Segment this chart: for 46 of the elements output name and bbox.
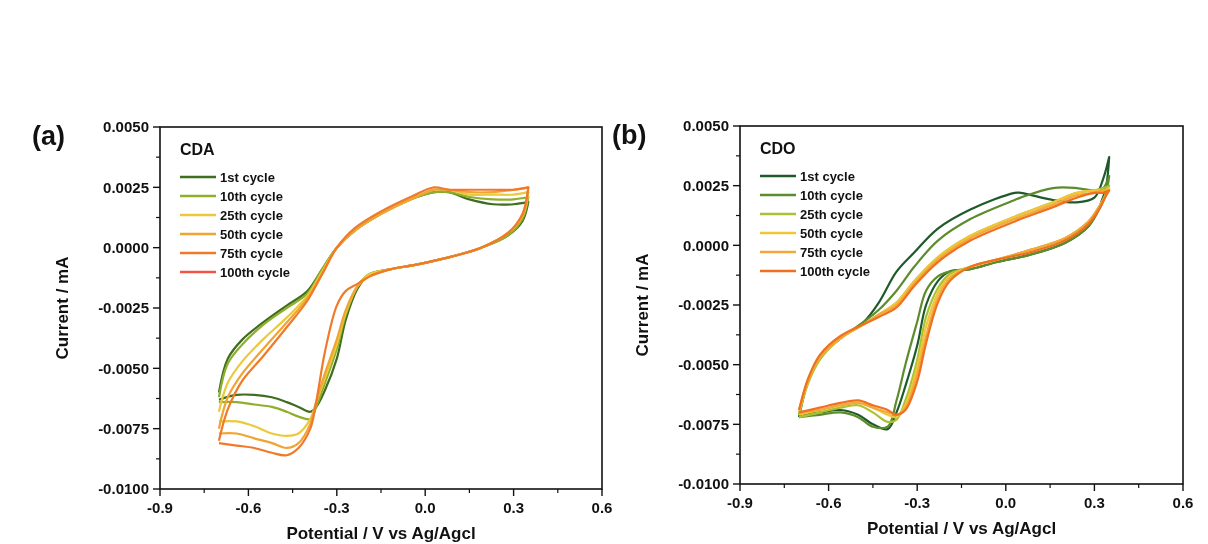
x-tick-label: 0.3 [503,499,525,516]
x-tick-label: -0.6 [815,494,842,511]
legend-label: 1st cycle [800,168,855,184]
legend-label: 100th cycle [220,264,291,280]
y-tick-label: -0.0075 [678,415,729,433]
x-tick-label: -0.6 [235,499,262,516]
legend-label: 10th cycle [800,187,863,203]
x-tick-label: 0.0 [995,494,1017,511]
x-tick-label: 0.6 [591,499,613,516]
legend-title: CDA [180,140,216,158]
text: (a) [32,121,65,151]
x-tick-label: 0.0 [414,499,436,516]
y-tick-label: -0.0050 [98,359,149,377]
x-axis-title: Potential / V vs Ag/Agcl [866,519,1057,538]
y-tick-label: -0.0100 [678,475,729,493]
text: (b) [612,120,647,150]
y-tick-label: -0.0025 [98,299,149,317]
y-tick-label: 0.0025 [683,176,729,194]
y-tick-label: 0.0050 [683,117,729,135]
y-tick-label: 0.0050 [103,118,149,136]
legend-title: CDO [760,139,796,157]
legend-label: 75th cycle [800,244,863,260]
x-tick-label: -0.3 [323,499,350,516]
y-tick-label: -0.0075 [98,419,149,437]
y-tick-label: -0.0050 [678,355,729,373]
legend-label: 10th cycle [220,188,283,204]
legend-label: 100th cycle [800,263,871,279]
y-tick-label: 0.0025 [103,178,149,196]
x-tick-label: -0.9 [727,494,753,511]
y-tick-label: 0.0000 [683,236,729,254]
legend-label: 50th cycle [220,226,283,242]
legend-label: 25th cycle [800,206,863,222]
y-tick-label: -0.0025 [678,296,729,314]
legend-label: 75th cycle [220,245,283,261]
legend-label: 50th cycle [800,225,863,241]
legend-label: 25th cycle [220,207,283,223]
x-tick-label: -0.3 [904,494,931,511]
x-tick-label: -0.9 [147,499,173,516]
y-axis-title: Current / mA [633,253,652,357]
legend-label: 1st cycle [220,169,275,185]
x-axis-title: Potential / V vs Ag/Agcl [286,524,476,543]
y-tick-label: -0.0100 [98,480,149,498]
x-tick-label: 0.3 [1083,494,1105,511]
x-tick-label: 0.6 [1172,494,1194,511]
y-axis-title: Current / mA [53,256,72,360]
y-tick-label: 0.0000 [103,238,149,256]
